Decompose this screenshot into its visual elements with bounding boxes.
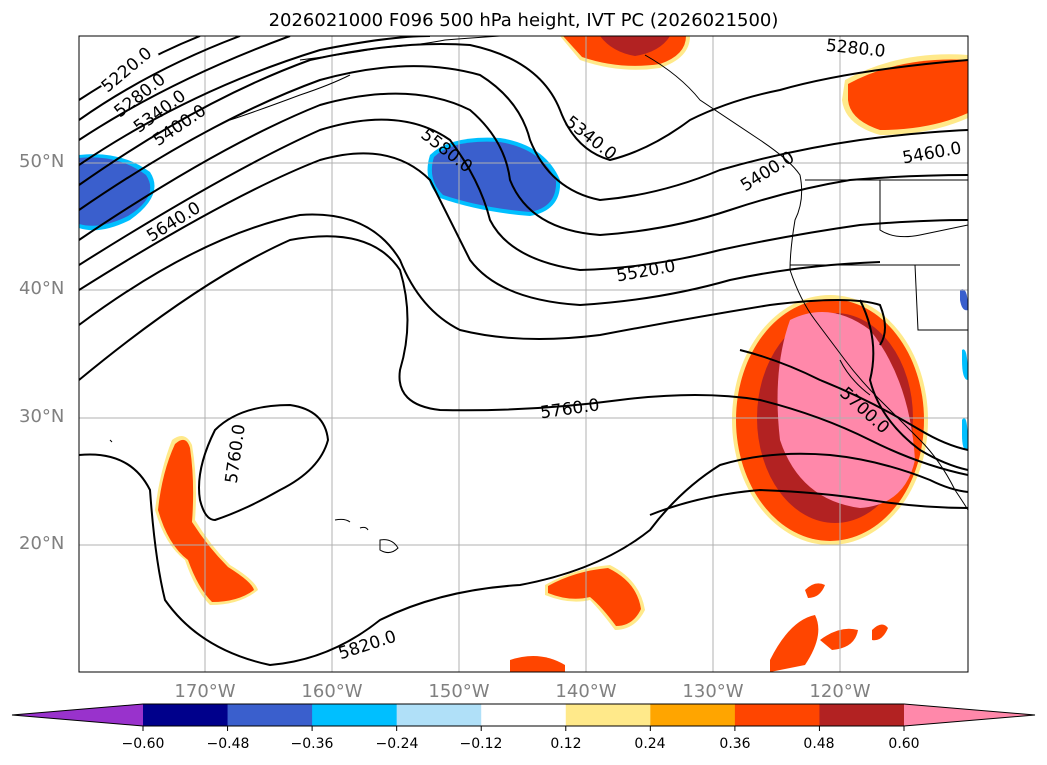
colorbar-segment — [227, 704, 313, 726]
colorbar-segment — [481, 704, 567, 726]
colorbar-tick: 0.12 — [550, 736, 582, 752]
colorbar-extend-low — [12, 704, 143, 726]
colorbar-tick: −0.12 — [459, 736, 503, 752]
colorbar-segment — [396, 704, 482, 726]
coastlines — [109, 36, 968, 554]
colorbar-segment — [650, 704, 736, 726]
colorbar-tick: 0.24 — [634, 736, 666, 752]
colorbar-segment — [565, 704, 651, 726]
lon-label: 120°W — [809, 681, 871, 702]
lon-label: 150°W — [428, 681, 490, 702]
colorbar — [11, 703, 1036, 731]
lon-label: 130°W — [682, 681, 744, 702]
colorbar-tick: −0.24 — [375, 736, 419, 752]
colorbar-tick: −0.36 — [290, 736, 334, 752]
colorbar-tick: −0.48 — [206, 736, 250, 752]
colorbar-tick: −0.60 — [121, 736, 165, 752]
colorbar-segment — [143, 704, 229, 726]
map-canvas: 5220.0 5280.0 5340.0 5400.0 5580.0 5640.… — [78, 35, 969, 673]
lat-label: 20°N — [19, 533, 65, 554]
lat-label: 30°N — [19, 406, 65, 427]
map-title: 2026021000 F096 500 hPa height, IVT PC (… — [268, 10, 779, 31]
colorbar-segment — [312, 704, 398, 726]
colorbar-tick: 0.60 — [888, 736, 920, 752]
lon-label: 140°W — [555, 681, 617, 702]
lon-label: 160°W — [301, 681, 363, 702]
lon-label: 170°W — [174, 681, 236, 702]
lat-label: 50°N — [19, 151, 65, 172]
ivt-shading — [79, 36, 968, 672]
lat-label: 40°N — [19, 278, 65, 299]
colorbar-tick: 0.48 — [803, 736, 835, 752]
height-contours — [79, 36, 968, 667]
colorbar-extend-high — [904, 704, 1035, 726]
plot-frame — [78, 35, 969, 673]
colorbar-tick: 0.36 — [719, 736, 751, 752]
colorbar-segment — [819, 704, 905, 726]
colorbar-segment — [734, 704, 820, 726]
